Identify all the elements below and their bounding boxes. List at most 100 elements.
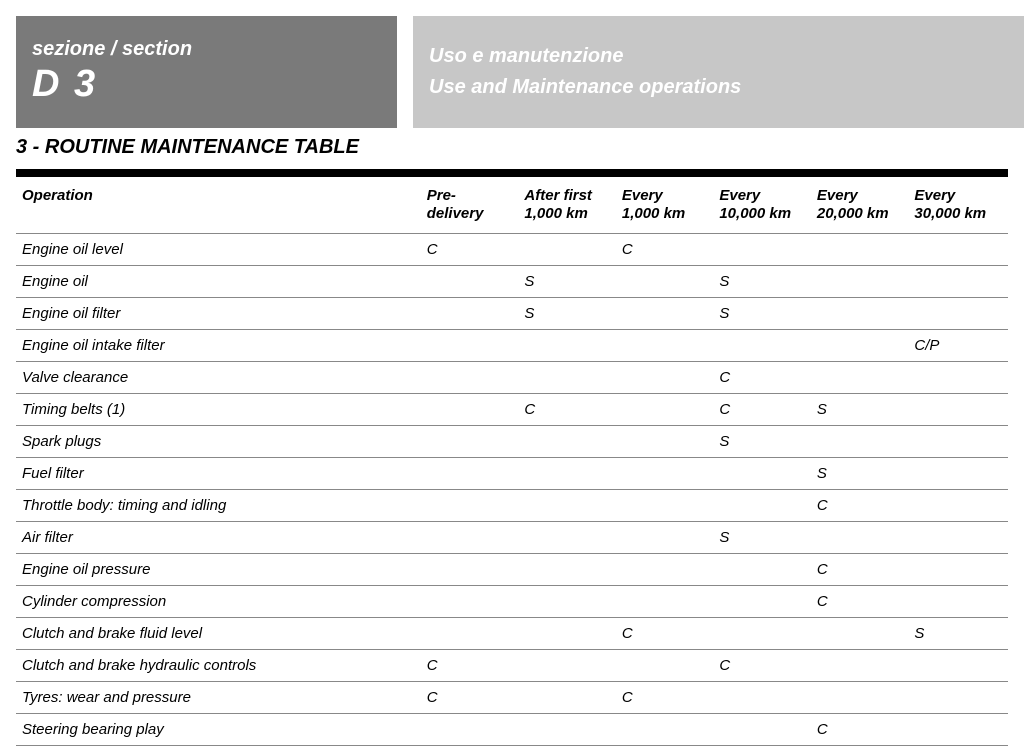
interval-cell bbox=[423, 490, 521, 522]
interval-cell bbox=[715, 554, 813, 586]
operation-cell: Engine oil level bbox=[16, 234, 423, 266]
table-row: Engine oil intake filter C/P bbox=[16, 330, 1008, 362]
interval-cell bbox=[715, 714, 813, 746]
interval-cell bbox=[423, 618, 521, 650]
interval-cell bbox=[520, 426, 617, 458]
interval-cell: S bbox=[813, 394, 911, 426]
interval-cell bbox=[910, 522, 1008, 554]
interval-cell bbox=[618, 522, 715, 554]
operation-cell: Timing belts (1) bbox=[16, 394, 423, 426]
interval-cell bbox=[520, 234, 617, 266]
interval-cell bbox=[813, 650, 911, 682]
interval-cell bbox=[910, 554, 1008, 586]
interval-cell bbox=[520, 554, 617, 586]
interval-cell bbox=[910, 458, 1008, 490]
table-row: Engine oil pressure C bbox=[16, 554, 1008, 586]
interval-cell: C bbox=[423, 650, 521, 682]
interval-cell bbox=[520, 362, 617, 394]
table-row: Cylinder compressionC bbox=[16, 586, 1008, 618]
interval-cell: C bbox=[813, 490, 911, 522]
operation-cell: Air filter bbox=[16, 522, 423, 554]
operation-cell: Tyres: wear and pressure bbox=[16, 682, 423, 714]
col-operation: Operation bbox=[16, 177, 423, 234]
table-row: Engine oil levelCC bbox=[16, 234, 1008, 266]
operation-cell: Engine oil pressure bbox=[16, 554, 423, 586]
interval-cell bbox=[520, 650, 617, 682]
interval-cell bbox=[423, 714, 521, 746]
interval-cell bbox=[813, 234, 911, 266]
interval-cell bbox=[618, 330, 715, 362]
interval-cell bbox=[618, 586, 715, 618]
interval-cell bbox=[618, 554, 715, 586]
interval-cell bbox=[520, 618, 617, 650]
interval-cell bbox=[520, 522, 617, 554]
interval-cell bbox=[813, 362, 911, 394]
table-row: Engine oilSS bbox=[16, 266, 1008, 298]
maintenance-table: Operation Pre-delivery After first1,000 … bbox=[16, 177, 1008, 746]
col-every-1000: Every1,000 km bbox=[618, 177, 715, 234]
operation-cell: Clutch and brake hydraulic controls bbox=[16, 650, 423, 682]
interval-cell bbox=[715, 586, 813, 618]
col-after-1000: After first1,000 km bbox=[520, 177, 617, 234]
interval-cell bbox=[910, 586, 1008, 618]
interval-cell: S bbox=[520, 298, 617, 330]
interval-cell: C bbox=[715, 362, 813, 394]
operation-cell: Engine oil intake filter bbox=[16, 330, 423, 362]
page-title: 3 - ROUTINE MAINTENANCE TABLE bbox=[0, 128, 1024, 169]
interval-cell bbox=[813, 266, 911, 298]
interval-cell: C bbox=[423, 682, 521, 714]
interval-cell: C bbox=[715, 394, 813, 426]
interval-cell: C bbox=[813, 554, 911, 586]
col-predelivery: Pre-delivery bbox=[423, 177, 521, 234]
interval-cell bbox=[423, 586, 521, 618]
operation-cell: Clutch and brake fluid level bbox=[16, 618, 423, 650]
interval-cell bbox=[910, 650, 1008, 682]
interval-cell bbox=[520, 714, 617, 746]
interval-cell bbox=[715, 618, 813, 650]
section-title-block: Uso e manutenzione Use and Maintenance o… bbox=[413, 16, 1024, 128]
interval-cell: S bbox=[715, 266, 813, 298]
interval-cell bbox=[813, 298, 911, 330]
table-row: Clutch and brake fluid levelCS bbox=[16, 618, 1008, 650]
interval-cell bbox=[520, 682, 617, 714]
table-row: Air filter S bbox=[16, 522, 1008, 554]
operation-cell: Cylinder compression bbox=[16, 586, 423, 618]
interval-cell: S bbox=[715, 426, 813, 458]
interval-cell bbox=[813, 330, 911, 362]
interval-cell bbox=[910, 426, 1008, 458]
interval-cell bbox=[813, 426, 911, 458]
table-row: Valve clearanceC bbox=[16, 362, 1008, 394]
interval-cell bbox=[618, 650, 715, 682]
interval-cell bbox=[423, 330, 521, 362]
operation-cell: Steering bearing play bbox=[16, 714, 423, 746]
table-row: Steering bearing playC bbox=[16, 714, 1008, 746]
interval-cell bbox=[910, 298, 1008, 330]
table-row: Tyres: wear and pressureCC bbox=[16, 682, 1008, 714]
operation-cell: Engine oil filter bbox=[16, 298, 423, 330]
interval-cell bbox=[618, 298, 715, 330]
section-label: sezione / section bbox=[32, 38, 381, 61]
interval-cell bbox=[813, 682, 911, 714]
interval-cell bbox=[423, 266, 521, 298]
interval-cell: S bbox=[520, 266, 617, 298]
interval-cell bbox=[423, 362, 521, 394]
interval-cell bbox=[618, 266, 715, 298]
table-row: Timing belts (1)CCS bbox=[16, 394, 1008, 426]
interval-cell: S bbox=[715, 522, 813, 554]
table-header-row: Operation Pre-delivery After first1,000 … bbox=[16, 177, 1008, 234]
interval-cell bbox=[520, 458, 617, 490]
interval-cell bbox=[910, 490, 1008, 522]
interval-cell: C/P bbox=[910, 330, 1008, 362]
interval-cell bbox=[910, 394, 1008, 426]
interval-cell bbox=[423, 394, 521, 426]
interval-cell bbox=[520, 586, 617, 618]
interval-cell bbox=[423, 426, 521, 458]
interval-cell: C bbox=[618, 234, 715, 266]
interval-cell bbox=[423, 554, 521, 586]
interval-cell: C bbox=[423, 234, 521, 266]
interval-cell: C bbox=[618, 618, 715, 650]
interval-cell bbox=[618, 714, 715, 746]
interval-cell bbox=[813, 522, 911, 554]
table-body: Engine oil levelCCEngine oilSSEngine oil… bbox=[16, 234, 1008, 746]
interval-cell bbox=[423, 298, 521, 330]
